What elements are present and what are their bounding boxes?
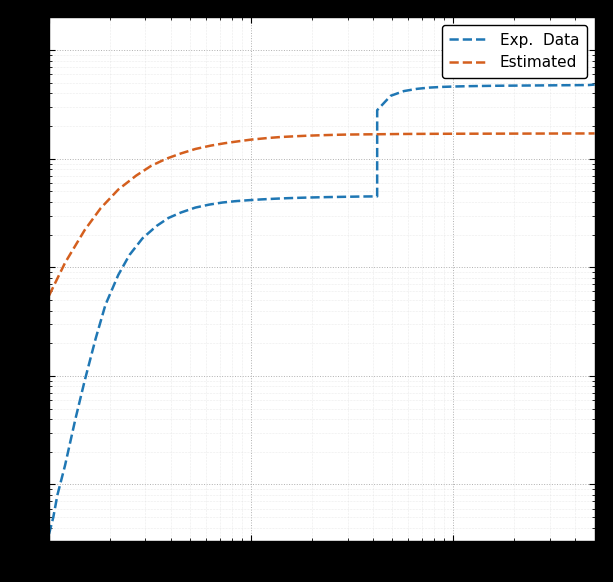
Estimated [264,134,271,141]
Exp.  Data [192,204,199,211]
Exp.  Data [322,194,330,201]
Exp.  Data [591,81,598,88]
Exp.  Data [452,83,460,90]
Exp.  Data [50,514,57,521]
Exp.  Data [572,81,579,88]
Estimated [424,130,432,137]
Exp.  Data [153,222,160,229]
Exp.  Data [205,201,213,208]
Line: Exp.  Data: Exp. Data [49,84,595,534]
Estimated [584,130,592,137]
Exp.  Data [139,235,146,242]
Exp.  Data [297,194,304,201]
Estimated [371,131,379,138]
Exp.  Data [165,214,172,221]
Exp.  Data [413,86,421,93]
Exp.  Data [219,199,226,206]
Exp.  Data [400,87,408,94]
Exp.  Data [546,82,553,89]
Exp.  Data [257,196,265,203]
Estimated [504,130,512,137]
Estimated [248,136,255,143]
Exp.  Data [506,82,513,89]
Estimated [398,130,406,137]
Exp.  Data [347,193,354,200]
Exp.  Data [492,82,500,89]
Exp.  Data [92,335,99,342]
Exp.  Data [45,531,53,538]
Estimated [478,130,485,137]
Estimated [132,172,140,179]
Estimated [162,155,170,162]
Exp.  Data [519,82,526,89]
Estimated [81,226,88,233]
Legend: Exp.  Data, Estimated: Exp. Data, Estimated [442,25,587,78]
Exp.  Data [373,193,381,200]
Estimated [332,132,339,139]
Estimated [544,130,552,137]
Estimated [45,292,53,299]
Exp.  Data [387,93,394,100]
Estimated [207,142,215,149]
Estimated [177,150,185,157]
Estimated [531,130,538,137]
Exp.  Data [115,271,122,278]
Estimated [115,186,122,193]
Exp.  Data [270,195,278,202]
Exp.  Data [308,194,316,201]
Estimated [97,205,104,212]
Estimated [235,138,243,145]
Estimated [304,132,311,139]
Exp.  Data [102,301,109,308]
Exp.  Data [54,492,61,499]
Estimated [291,133,299,140]
Estimated [518,130,525,137]
Exp.  Data [360,193,367,200]
Estimated [357,131,365,138]
Exp.  Data [440,83,447,90]
Exp.  Data [532,82,539,89]
Exp.  Data [81,377,88,384]
Estimated [317,132,324,139]
Exp.  Data [126,251,133,258]
Exp.  Data [245,197,252,204]
Exp.  Data [232,198,240,205]
Exp.  Data [585,81,592,88]
Estimated [192,146,199,152]
Estimated [591,130,598,137]
Exp.  Data [558,81,566,88]
Estimated [558,130,565,137]
Exp.  Data [479,83,487,90]
Exp.  Data [466,83,473,90]
Estimated [385,130,392,137]
Exp.  Data [72,416,79,423]
Exp.  Data [425,84,433,91]
Exp.  Data [335,193,342,200]
Exp.  Data [61,462,69,469]
Estimated [344,131,351,138]
Estimated [277,133,284,140]
Estimated [61,260,69,267]
Line: Estimated: Estimated [49,133,595,296]
Estimated [221,140,229,147]
Estimated [465,130,472,137]
Exp.  Data [373,107,381,113]
Estimated [492,130,499,137]
Exp.  Data [177,209,185,216]
Estimated [412,130,419,137]
Estimated [451,130,459,137]
Exp.  Data [283,195,291,202]
Estimated [148,162,155,169]
Estimated [438,130,446,137]
Estimated [571,130,578,137]
